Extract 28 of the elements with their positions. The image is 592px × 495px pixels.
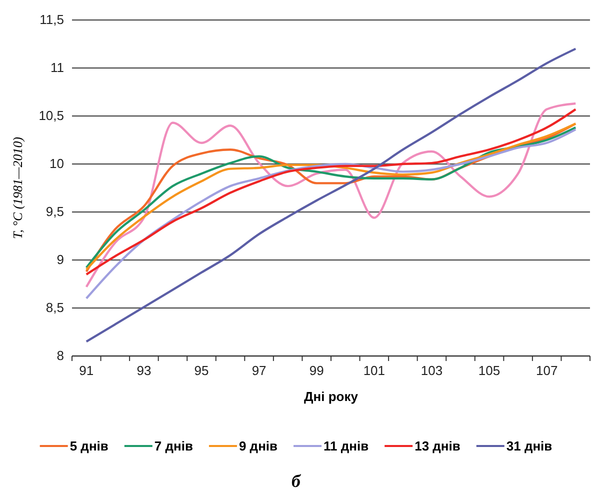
legend-label: 9 днів — [238, 438, 278, 454]
y-tick-label: 10,5 — [38, 108, 64, 124]
y-tick-label: 8,5 — [46, 300, 64, 316]
y-tick-label: 8 — [56, 348, 64, 364]
y-tick-label: 11 — [50, 60, 64, 76]
y-tick-label: 10 — [50, 156, 64, 172]
legend-label: 13 днів — [414, 438, 460, 454]
legend-label: 31 днів — [506, 438, 552, 454]
text: б — [292, 471, 302, 491]
legend-label: 5 днів — [70, 438, 108, 454]
x-tick-label: 93 — [136, 363, 152, 378]
y-tick-label: 9 — [56, 252, 64, 268]
legend-label: 7 днів — [154, 438, 193, 454]
x-tick-label: 95 — [194, 363, 209, 378]
y-tick-label: 11,5 — [40, 12, 64, 28]
x-tick-label: 101 — [363, 363, 386, 378]
x-tick-label: 97 — [252, 363, 266, 378]
line-series — [85, 48, 577, 343]
x-tick-label: 107 — [536, 363, 558, 378]
y-axis-title: T, °C (1981—2010) — [10, 136, 25, 240]
x-tick-label: 99 — [309, 363, 324, 378]
x-tick-label: 91 — [79, 363, 94, 378]
legend-label: 11 днів — [324, 438, 369, 454]
x-tick-label: 105 — [478, 363, 500, 378]
line-series — [85, 128, 577, 300]
x-axis-title: Дні року — [304, 389, 359, 404]
y-tick-label: 9,5 — [46, 204, 64, 220]
x-tick-label: 103 — [420, 363, 443, 378]
